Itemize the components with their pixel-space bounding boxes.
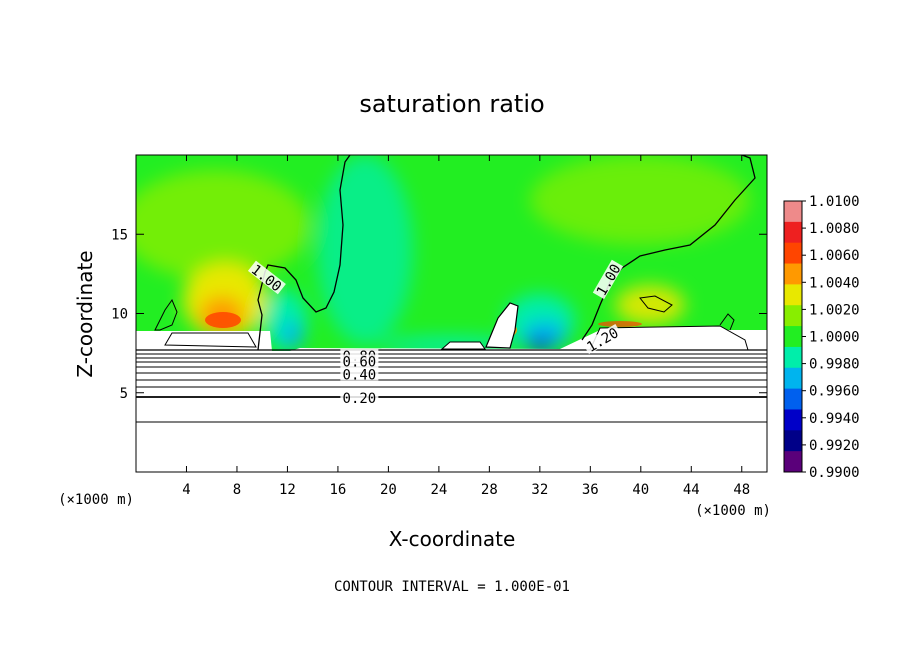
colorbar-swatch <box>784 263 802 285</box>
contour-label-bg <box>340 391 379 405</box>
x-unit-right: (×1000 m) <box>695 503 771 519</box>
x-tick-label: 44 <box>683 482 700 498</box>
x-axis: 4 8 12 16 20 24 28 32 36 40 44 48 <box>182 155 750 498</box>
x-tick-label: 32 <box>531 482 548 498</box>
contour-small-1 <box>154 298 178 331</box>
contour-label-bg <box>247 260 286 295</box>
colorbar-swatch <box>784 367 802 390</box>
colorbar-label: 1.0080 <box>809 221 860 237</box>
colorbar-swatch <box>784 221 802 244</box>
contour-small-3 <box>719 313 735 331</box>
x-tick-label: 36 <box>582 482 599 498</box>
y-tick-label: 10 <box>111 307 128 323</box>
colorbar-swatch <box>784 451 802 473</box>
x-tick-label: 24 <box>430 482 447 498</box>
contour-label-bg <box>582 324 622 355</box>
contour-small-2 <box>639 295 673 313</box>
y-axis-label: Z-coordinate <box>73 250 97 377</box>
colorbar-swatch <box>784 409 802 431</box>
colorbar-label: 1.0020 <box>809 302 860 318</box>
colorbar-swatch <box>784 430 802 452</box>
horizontal-contours <box>136 349 767 423</box>
x-unit-left: (×1000 m) <box>58 492 134 508</box>
colorbar-label: 1.0040 <box>809 275 860 291</box>
x-tick-label: 4 <box>182 482 190 498</box>
colorbar-label: 1.0100 <box>809 194 860 210</box>
contour-label-bg <box>340 367 379 381</box>
contour-1.00-west <box>257 155 351 351</box>
x-tick-label: 12 <box>279 482 296 498</box>
colorbar-label: 0.9960 <box>809 384 860 400</box>
chart-title: saturation ratio <box>359 90 544 118</box>
contour-1.00-east <box>581 155 756 341</box>
cloud-outline-central-2 <box>485 302 519 349</box>
x-tick-label: 40 <box>632 482 649 498</box>
contour-labels: 1.001.001.200.800.600.400.20 <box>247 259 625 407</box>
colorbar-label: 0.9920 <box>809 438 860 454</box>
unshaded-region <box>136 330 767 472</box>
x-axis-label: X-coordinate <box>389 527 516 551</box>
colorbar-label: 0.9900 <box>809 465 860 481</box>
contour-interval-note: CONTOUR INTERVAL = 1.000E-01 <box>334 579 570 595</box>
contour-label: 0.40 <box>340 367 379 383</box>
x-tick-label: 16 <box>329 482 346 498</box>
x-tick-label: 20 <box>380 482 397 498</box>
y-axis: 5 10 15 <box>111 227 767 402</box>
colorbar-swatch <box>784 305 802 327</box>
colorbar: 1.0100 1.0080 1.0060 1.0040 1.0020 1.0000 0.99… <box>783 194 860 481</box>
contour-label: 0.20 <box>340 391 379 407</box>
colorbar-swatch <box>784 201 802 223</box>
contour-label: 0.60 <box>340 354 379 371</box>
contour-label-text: 0.60 <box>343 355 377 371</box>
x-tick-label: 48 <box>733 482 750 498</box>
contour-label-text: 0.40 <box>343 367 377 383</box>
cloud-outline-west <box>164 332 257 348</box>
y-tick-label: 15 <box>111 227 128 243</box>
contour-label-bg <box>592 259 624 300</box>
x-tick-label: 8 <box>233 482 241 498</box>
colorbar-label: 0.9980 <box>809 357 860 373</box>
colorbar-label: 1.0000 <box>809 330 860 346</box>
colorbar-swatch <box>784 346 802 369</box>
y-tick-label: 5 <box>120 386 128 402</box>
colorbar-swatch <box>784 242 802 265</box>
plot-area <box>136 155 767 472</box>
colorbar-swatch <box>784 284 802 306</box>
colorbar-label: 1.0060 <box>809 248 860 264</box>
max-region-west <box>205 312 241 328</box>
max-region-east <box>598 321 642 327</box>
colorbar-swatch <box>784 388 802 410</box>
colorbar-label: 0.9940 <box>809 411 860 427</box>
contour-label-bg <box>340 354 379 368</box>
colorbar-swatch <box>784 326 802 348</box>
x-tick-label: 28 <box>481 482 498 498</box>
cloud-outline-central-1 <box>440 341 486 350</box>
contour-label-text: 0.20 <box>343 391 377 407</box>
